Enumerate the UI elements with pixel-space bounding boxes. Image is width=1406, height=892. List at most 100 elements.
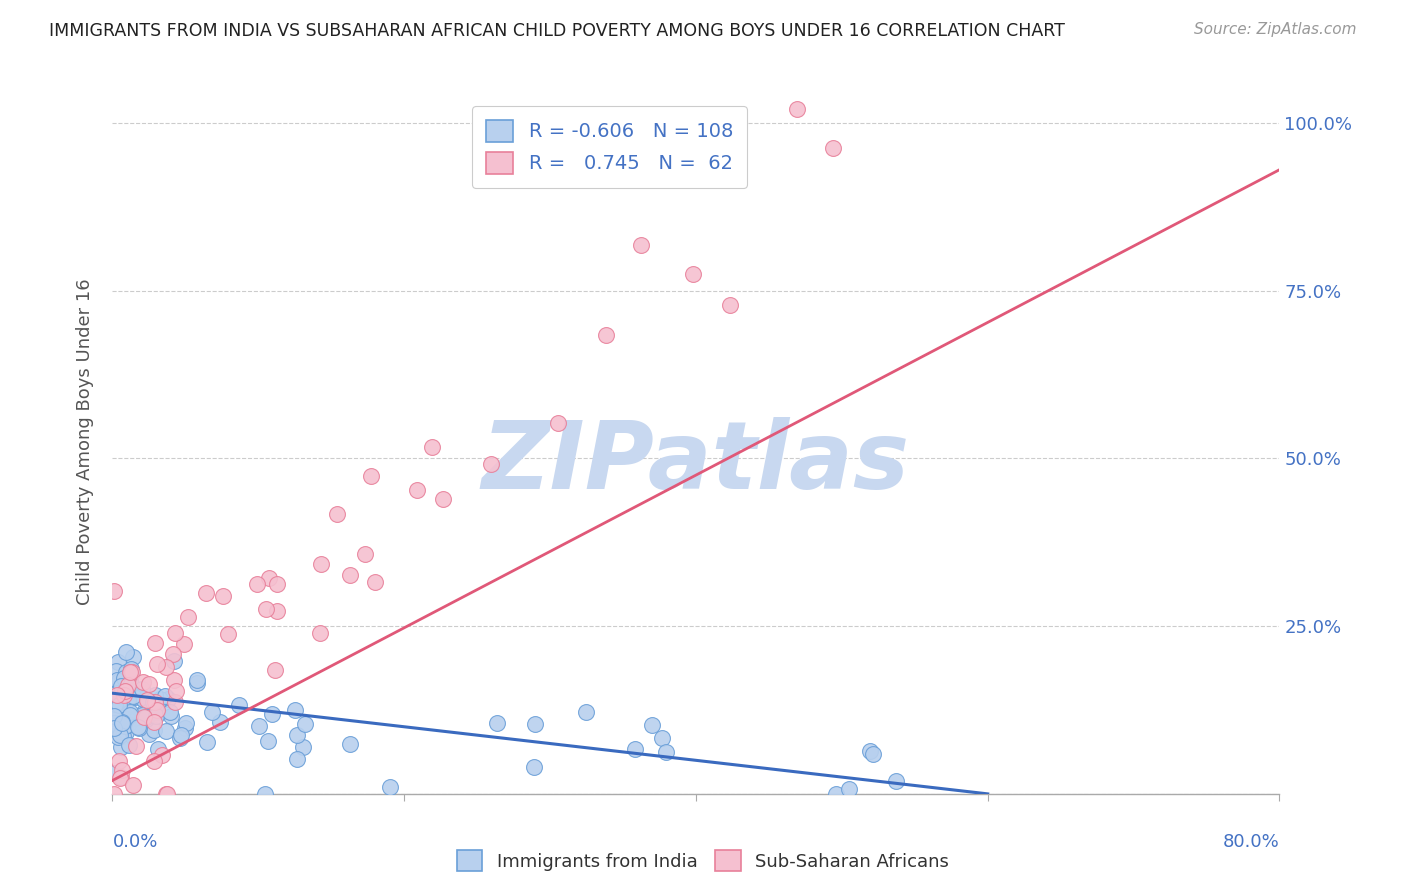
Point — [143, 694, 166, 708]
Legend: Immigrants from India, Sub-Saharan Africans: Immigrants from India, Sub-Saharan Afric… — [450, 843, 956, 879]
Point — [121, 665, 143, 679]
Point — [170, 728, 193, 742]
Point — [104, 664, 127, 678]
Point — [145, 703, 167, 717]
Point — [120, 662, 142, 676]
Point — [155, 723, 177, 738]
Point — [110, 764, 132, 778]
Point — [249, 719, 271, 733]
Point — [125, 739, 148, 753]
Point — [186, 676, 208, 690]
Point — [163, 673, 186, 687]
Point — [485, 716, 508, 731]
Point — [630, 238, 652, 252]
Point — [651, 731, 673, 746]
Point — [108, 673, 131, 688]
Point — [821, 140, 844, 154]
Point — [145, 708, 167, 723]
Point — [884, 774, 907, 789]
Point — [127, 720, 149, 734]
Text: IMMIGRANTS FROM INDIA VS SUBSAHARAN AFRICAN CHILD POVERTY AMONG BOYS UNDER 16 CO: IMMIGRANTS FROM INDIA VS SUBSAHARAN AFRI… — [49, 22, 1066, 40]
Point — [262, 707, 284, 722]
Point — [108, 709, 131, 723]
Point — [287, 752, 309, 766]
Point — [156, 787, 179, 801]
Point — [124, 690, 146, 705]
Point — [104, 704, 127, 718]
Point — [228, 698, 250, 712]
Point — [149, 692, 172, 706]
Point — [111, 716, 134, 731]
Point — [285, 728, 308, 742]
Point — [718, 298, 741, 312]
Point — [264, 664, 287, 678]
Point — [339, 568, 361, 582]
Point — [523, 760, 546, 774]
Point — [111, 673, 134, 687]
Point — [103, 698, 125, 713]
Point — [108, 728, 131, 742]
Point — [117, 678, 139, 692]
Point — [142, 714, 165, 729]
Point — [195, 735, 218, 749]
Point — [155, 787, 177, 801]
Point — [107, 655, 129, 669]
Point — [360, 469, 382, 483]
Point — [129, 690, 152, 704]
Point — [117, 718, 139, 732]
Point — [294, 717, 316, 731]
Point — [111, 705, 134, 719]
Point — [245, 577, 267, 591]
Point — [128, 721, 150, 735]
Point — [108, 771, 131, 785]
Point — [103, 711, 125, 725]
Point — [257, 734, 280, 748]
Point — [173, 637, 195, 651]
Point — [786, 103, 808, 117]
Point — [208, 714, 231, 729]
Point — [114, 719, 136, 733]
Point — [103, 714, 125, 729]
Point — [146, 705, 169, 719]
Point — [148, 741, 170, 756]
Point — [163, 626, 186, 640]
Point — [253, 787, 276, 801]
Point — [432, 491, 454, 506]
Y-axis label: Child Poverty Among Boys Under 16: Child Poverty Among Boys Under 16 — [76, 278, 94, 605]
Point — [110, 714, 132, 729]
Point — [266, 604, 288, 618]
Point — [121, 689, 143, 703]
Point — [122, 650, 145, 665]
Point — [124, 710, 146, 724]
Point — [120, 668, 142, 682]
Point — [131, 691, 153, 706]
Legend: R = -0.606   N = 108, R =   0.745   N =  62: R = -0.606 N = 108, R = 0.745 N = 62 — [472, 106, 747, 188]
Point — [110, 770, 132, 784]
Point — [201, 705, 224, 719]
Point — [284, 703, 307, 717]
Point — [114, 645, 136, 659]
Point — [118, 708, 141, 723]
Point — [114, 725, 136, 739]
Point — [117, 693, 139, 707]
Text: ZIPatlas: ZIPatlas — [482, 417, 910, 508]
Point — [138, 727, 160, 741]
Point — [217, 627, 239, 641]
Point — [162, 648, 184, 662]
Point — [575, 705, 598, 719]
Point — [176, 715, 198, 730]
Point — [142, 695, 165, 709]
Point — [104, 698, 127, 712]
Point — [105, 686, 128, 700]
Point — [112, 688, 135, 702]
Point — [378, 780, 401, 795]
Point — [118, 705, 141, 719]
Point — [186, 673, 208, 688]
Point — [115, 707, 138, 722]
Point — [838, 781, 860, 796]
Point — [131, 675, 153, 690]
Point — [547, 417, 569, 431]
Point — [145, 657, 167, 671]
Point — [118, 738, 141, 752]
Point — [195, 586, 218, 600]
